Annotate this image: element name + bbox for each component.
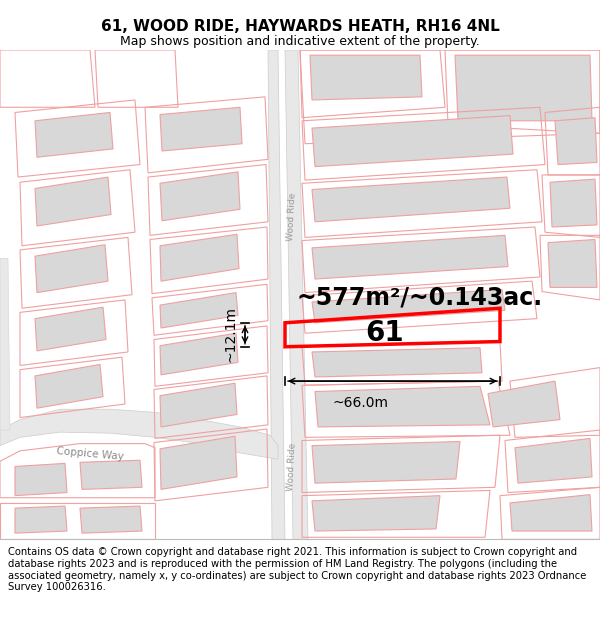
- Polygon shape: [555, 118, 597, 164]
- Polygon shape: [80, 506, 142, 533]
- Text: 61, WOOD RIDE, HAYWARDS HEATH, RH16 4NL: 61, WOOD RIDE, HAYWARDS HEATH, RH16 4NL: [101, 19, 499, 34]
- Polygon shape: [15, 463, 67, 496]
- Polygon shape: [312, 348, 482, 377]
- Polygon shape: [15, 506, 67, 533]
- Polygon shape: [268, 50, 285, 539]
- Polygon shape: [0, 258, 10, 430]
- Polygon shape: [35, 364, 103, 408]
- Text: Wood Ride: Wood Ride: [286, 442, 298, 491]
- Polygon shape: [515, 438, 592, 483]
- Text: ~66.0m: ~66.0m: [332, 396, 388, 409]
- Polygon shape: [510, 494, 592, 531]
- Polygon shape: [310, 55, 422, 100]
- Polygon shape: [160, 107, 242, 151]
- Polygon shape: [160, 292, 238, 328]
- Polygon shape: [35, 177, 111, 226]
- Polygon shape: [550, 179, 597, 227]
- Polygon shape: [0, 409, 278, 459]
- Polygon shape: [312, 441, 460, 483]
- Polygon shape: [160, 436, 237, 489]
- Polygon shape: [312, 236, 508, 279]
- Polygon shape: [548, 239, 597, 288]
- Polygon shape: [35, 112, 113, 158]
- Polygon shape: [312, 289, 505, 322]
- Polygon shape: [35, 307, 106, 351]
- Text: Coppice Way: Coppice Way: [56, 446, 124, 462]
- Polygon shape: [455, 55, 592, 121]
- Polygon shape: [488, 381, 560, 427]
- Polygon shape: [312, 496, 440, 531]
- Polygon shape: [160, 333, 238, 375]
- Text: Wood Ride: Wood Ride: [286, 192, 298, 241]
- Polygon shape: [315, 386, 490, 427]
- Polygon shape: [312, 177, 510, 222]
- Text: 61: 61: [365, 319, 404, 348]
- Polygon shape: [160, 234, 239, 281]
- Polygon shape: [160, 172, 240, 221]
- Polygon shape: [312, 116, 513, 167]
- Text: ~577m²/~0.143ac.: ~577m²/~0.143ac.: [297, 286, 543, 310]
- Text: Contains OS data © Crown copyright and database right 2021. This information is : Contains OS data © Crown copyright and d…: [8, 548, 586, 592]
- Polygon shape: [285, 50, 308, 539]
- Polygon shape: [80, 460, 142, 489]
- Text: Map shows position and indicative extent of the property.: Map shows position and indicative extent…: [120, 36, 480, 48]
- Text: ~12.1m: ~12.1m: [224, 306, 238, 362]
- Polygon shape: [160, 383, 237, 427]
- Polygon shape: [35, 245, 108, 292]
